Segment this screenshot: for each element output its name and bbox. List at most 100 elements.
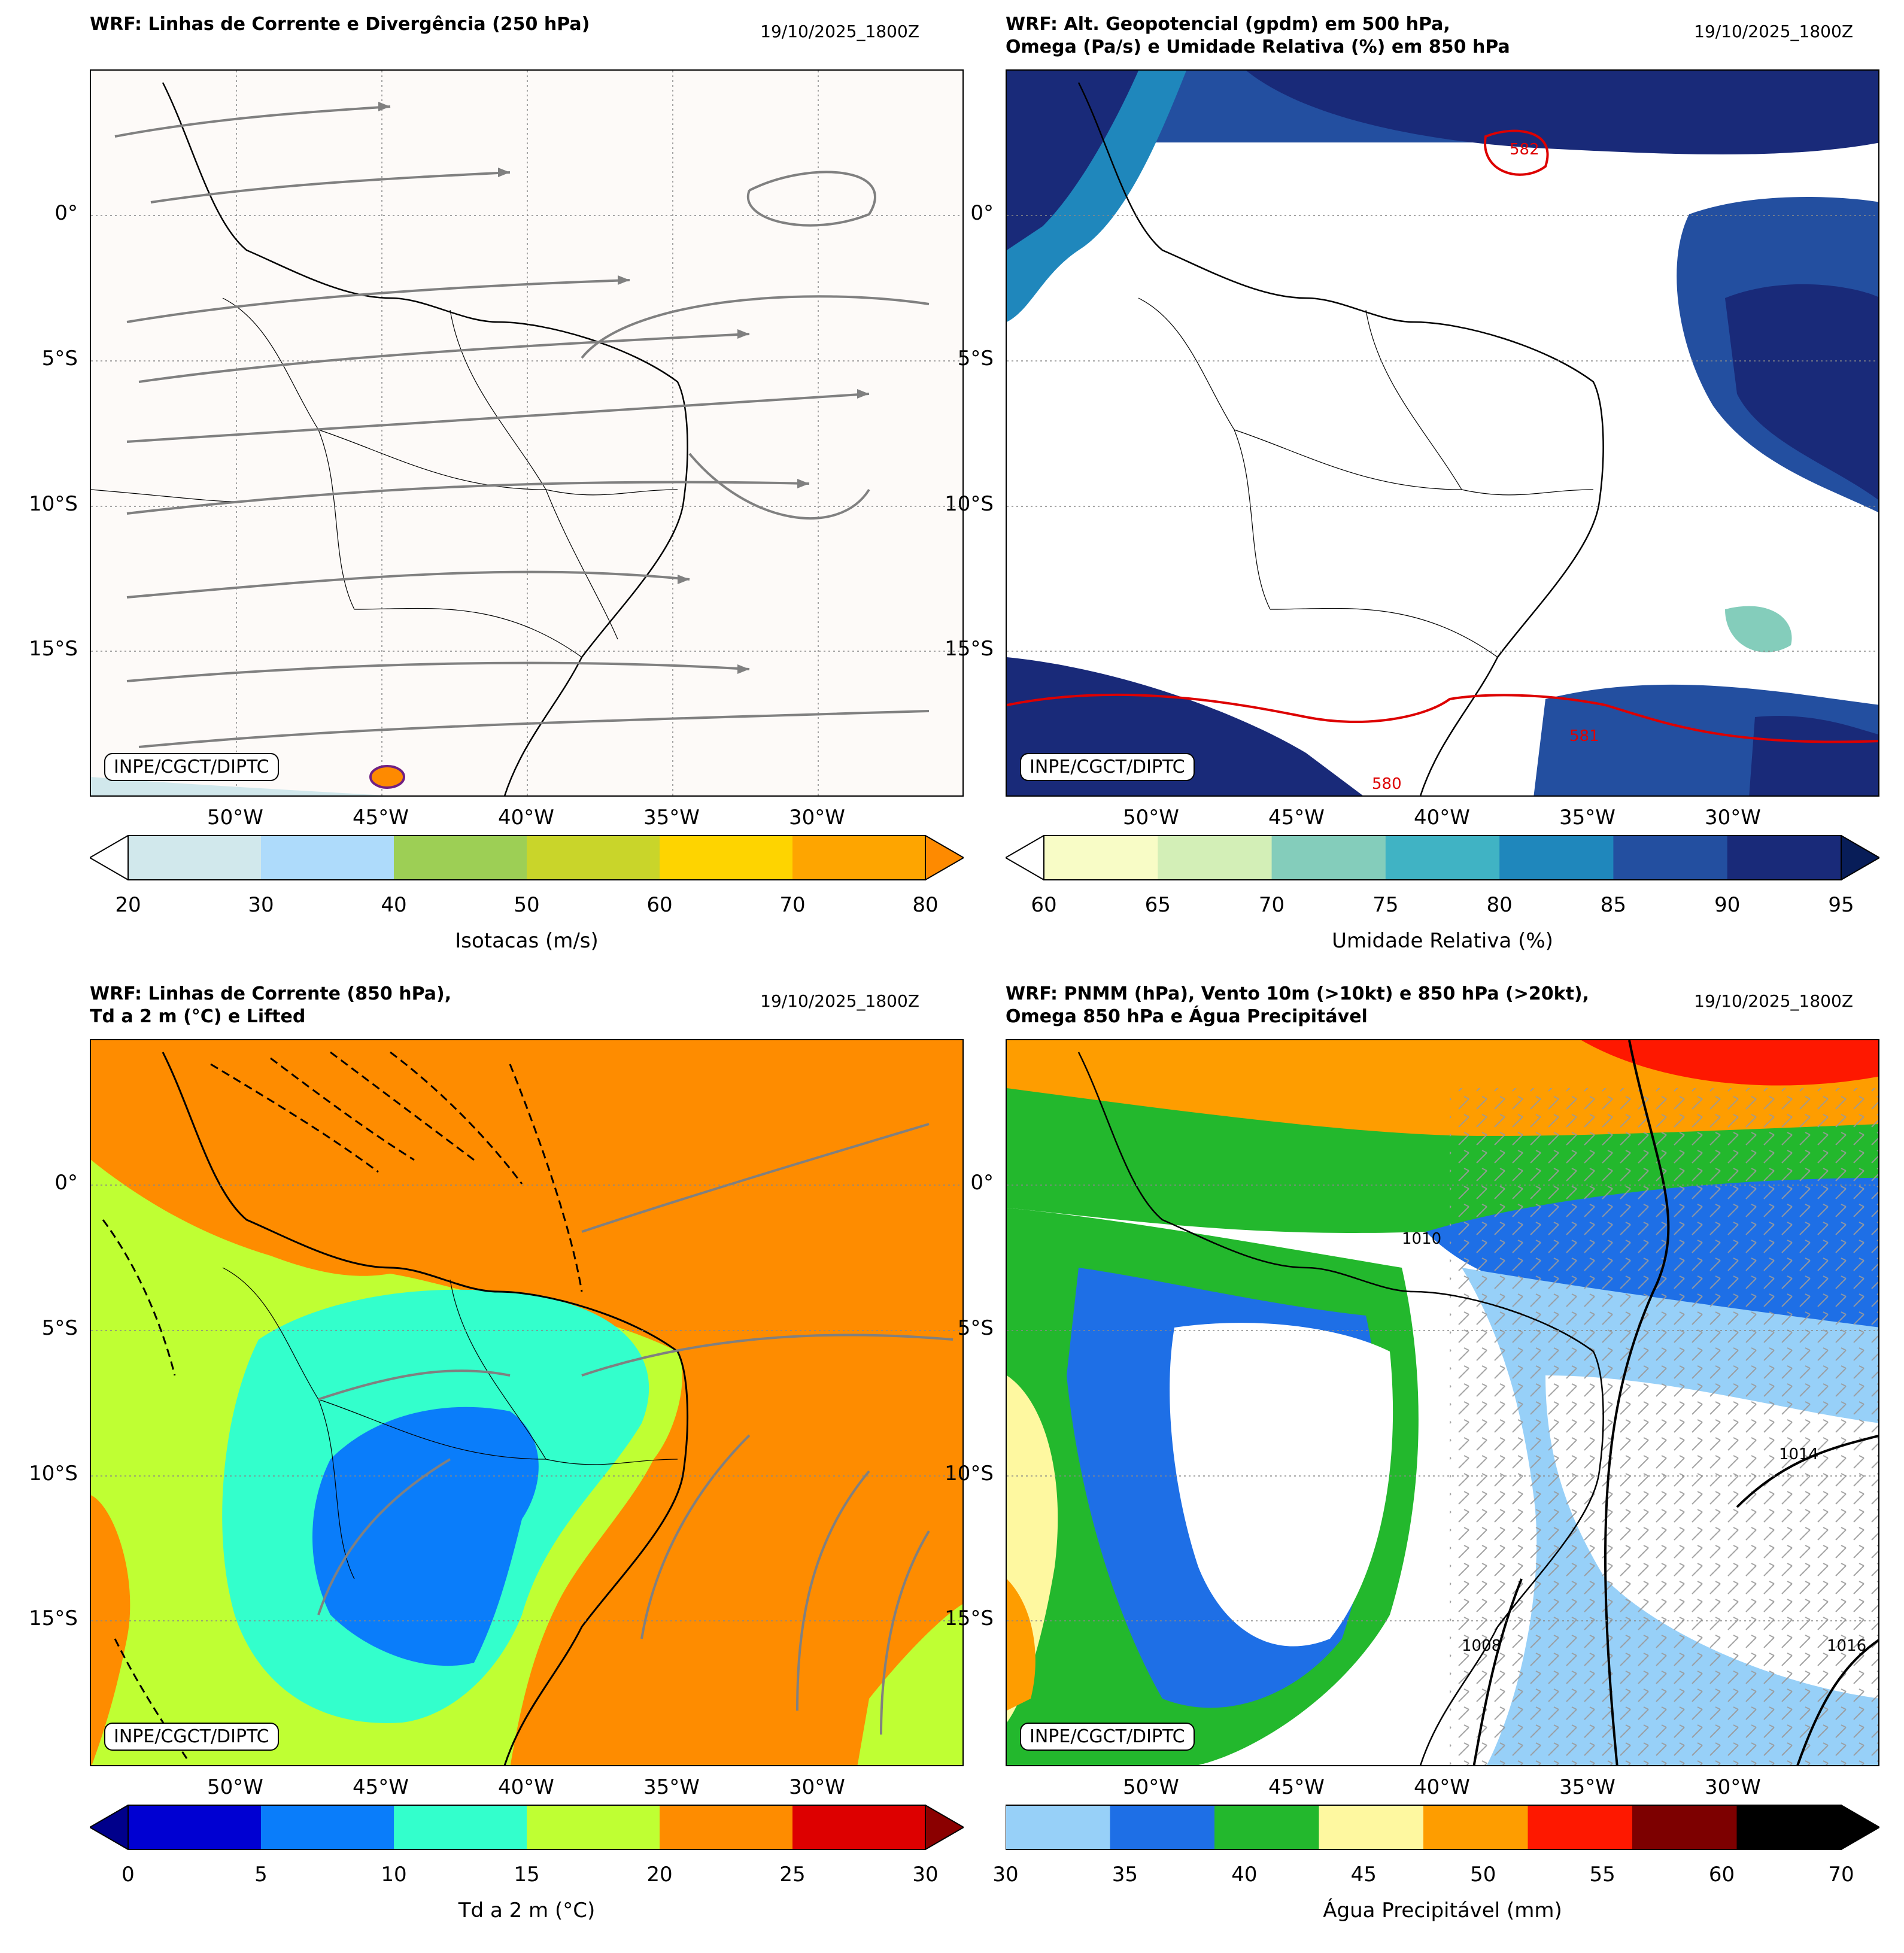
coastline (1077, 82, 1604, 795)
colorbar-segment (1214, 1805, 1319, 1849)
lon-label: 30°W (1705, 1775, 1761, 1799)
colorbar-tick-label: 55 (1589, 1863, 1615, 1887)
graticule (1007, 215, 1878, 652)
colorbar-tick-label: 80 (912, 893, 939, 917)
lon-label: 35°W (1559, 1775, 1615, 1799)
colorbar-tick-label: 65 (1144, 893, 1171, 917)
colorbar-tick-label: 50 (1470, 1863, 1496, 1887)
colorbar-tick-label: 15 (514, 1863, 540, 1887)
lat-label: 0° (54, 201, 78, 225)
colorbar-over-triangle (1841, 835, 1879, 880)
lon-label: 45°W (353, 806, 409, 830)
geopotential-contour (1007, 693, 1878, 743)
colorbar-tick-label: 60 (646, 893, 673, 917)
borders (91, 297, 678, 658)
map-svg (91, 1051, 962, 1765)
lon-label: 45°W (1268, 1775, 1325, 1799)
lon-label: 35°W (643, 1775, 700, 1799)
colorbar-segment (1727, 836, 1842, 880)
panel-date: 19/10/2025_1800Z (1694, 22, 1853, 41)
lon-label: 50°W (1123, 806, 1179, 830)
streamlines (114, 105, 930, 748)
lon-label: 30°W (789, 806, 845, 830)
map-svg: 582 580 581 (1007, 71, 1878, 795)
colorbar-segment (1499, 836, 1614, 880)
lon-label: 45°W (1268, 806, 1325, 830)
panel-title: WRF: PNMM (hPa), Vento 10m (>10kt) e 850… (1006, 983, 1590, 1027)
jet-spot (91, 765, 405, 795)
colorbar-segment (1158, 836, 1273, 880)
colorbar-tick-label: 70 (779, 893, 806, 917)
colorbar-tick-label: 5 (254, 1863, 268, 1887)
colorbar-outline (127, 835, 926, 880)
lon-label: 50°W (207, 806, 263, 830)
colorbar-segment (792, 836, 926, 880)
pressure-isobars (1472, 1040, 1878, 1765)
map-area: INPE/CGCT/DIPTC (90, 69, 964, 797)
colorbar-segment (1385, 836, 1500, 880)
panel-date: 19/10/2025_1800Z (760, 991, 919, 1011)
colorbar-tick-label: 10 (381, 1863, 407, 1887)
colorbar-segment (1423, 1805, 1528, 1849)
colorbar-tick-label: 20 (646, 1863, 673, 1887)
lon-label: 30°W (1705, 806, 1761, 830)
colorbar-tick-label: 30 (912, 1863, 939, 1887)
contour-label: 1014 (1779, 1445, 1818, 1463)
colorbar-tick-label: 50 (514, 893, 540, 917)
colorbar-outline (1043, 835, 1842, 880)
lon-label: 40°W (1414, 806, 1470, 830)
lat-label: 10°S (945, 492, 994, 516)
colorbar (1006, 835, 1879, 880)
colorbar-tick-label: 85 (1600, 893, 1627, 917)
lat-label: 15°S (945, 637, 994, 661)
colorbar-segment (1632, 1805, 1737, 1849)
colorbar-tick-label: 0 (122, 1863, 135, 1887)
credit-badge: INPE/CGCT/DIPTC (1020, 753, 1195, 781)
lat-label: 10°S (29, 492, 78, 516)
colorbar-tick-label: 25 (779, 1863, 806, 1887)
colorbar (1006, 1805, 1879, 1850)
credit-badge: INPE/CGCT/DIPTC (104, 1723, 279, 1751)
lat-label: 0° (970, 1171, 994, 1195)
colorbar-tick-label: 70 (1258, 893, 1285, 917)
graticule (1007, 1184, 1878, 1621)
panel-dewpoint-850hpa: WRF: Linhas de Corrente (850 hPa), Td a … (0, 970, 964, 1939)
colorbar-segment (394, 836, 527, 880)
panel-humidity-850hpa: WRF: Alt. Geopotencial (gpdm) em 500 hPa… (934, 0, 1879, 970)
colorbar-segment (527, 1805, 660, 1849)
colorbar-under-triangle (90, 835, 129, 880)
colorbar-segment (1044, 836, 1158, 880)
contour-label: 1008 (1462, 1637, 1501, 1655)
colorbar-segment (1006, 1805, 1110, 1849)
lat-label: 0° (54, 1171, 78, 1195)
colorbar-tick-label: 90 (1714, 893, 1741, 917)
colorbar-under-triangle (90, 1805, 129, 1850)
lat-label: 5°S (957, 1316, 994, 1340)
colorbar-segment (1528, 1805, 1633, 1849)
colorbar-tick-label: 60 (1708, 1863, 1735, 1887)
lon-label: 40°W (1414, 1775, 1470, 1799)
colorbar-segment (1736, 1805, 1842, 1849)
colorbar-tick-label: 80 (1486, 893, 1513, 917)
lat-label: 15°S (945, 1606, 994, 1630)
colorbar-tick-label: 95 (1828, 893, 1854, 917)
colorbar-tick-label: 45 (1350, 1863, 1377, 1887)
contour-label: 580 (1372, 775, 1402, 793)
colorbar-segment (1110, 1805, 1215, 1849)
panel-streamlines-250hpa: WRF: Linhas de Corrente e Divergência (2… (0, 0, 964, 970)
lon-label: 45°W (353, 1775, 409, 1799)
lon-label: 50°W (207, 1775, 263, 1799)
colorbar-tick-label: 20 (115, 893, 141, 917)
contour-label: 582 (1510, 141, 1539, 159)
colorbar-segment (128, 1805, 262, 1849)
colorbar-segment (660, 1805, 793, 1849)
geopotential-contour (1484, 129, 1549, 176)
lon-label: 35°W (1559, 806, 1615, 830)
colorbar-outline (1006, 1805, 1842, 1850)
lat-label: 5°S (957, 347, 994, 370)
colorbar-ticks: 0 5 10 15 20 25 30 (90, 1863, 964, 1887)
colorbar-segment (261, 1805, 394, 1849)
contour-label: 1016 (1827, 1637, 1866, 1655)
colorbar-under-triangle (1006, 835, 1044, 880)
panel-mslp-precipitable-water: WRF: PNMM (hPa), Vento 10m (>10kt) e 850… (934, 970, 1879, 1939)
